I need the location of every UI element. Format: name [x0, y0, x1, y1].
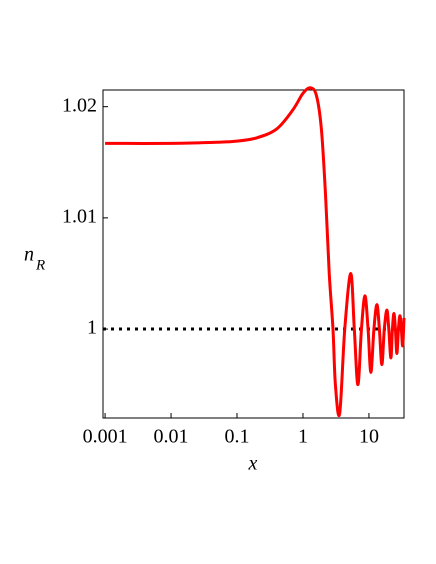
data-line [105, 86, 406, 418]
y-tick-label: 1.02 [62, 94, 97, 116]
x-tick-label: 0.001 [83, 426, 128, 448]
y-tick-label: 1 [87, 317, 97, 339]
y-axis-label-subscript: R [35, 257, 45, 273]
x-axis-label: x [248, 453, 258, 475]
x-tick-label: 0.01 [154, 426, 189, 448]
y-tick-label: 1.01 [62, 205, 97, 227]
plot-frame [102, 89, 405, 419]
y-axis-label: n [24, 244, 34, 266]
x-tick-label: 0.1 [225, 426, 250, 448]
x-tick-label: 10 [359, 426, 379, 448]
x-tick-label: 1 [298, 426, 308, 448]
